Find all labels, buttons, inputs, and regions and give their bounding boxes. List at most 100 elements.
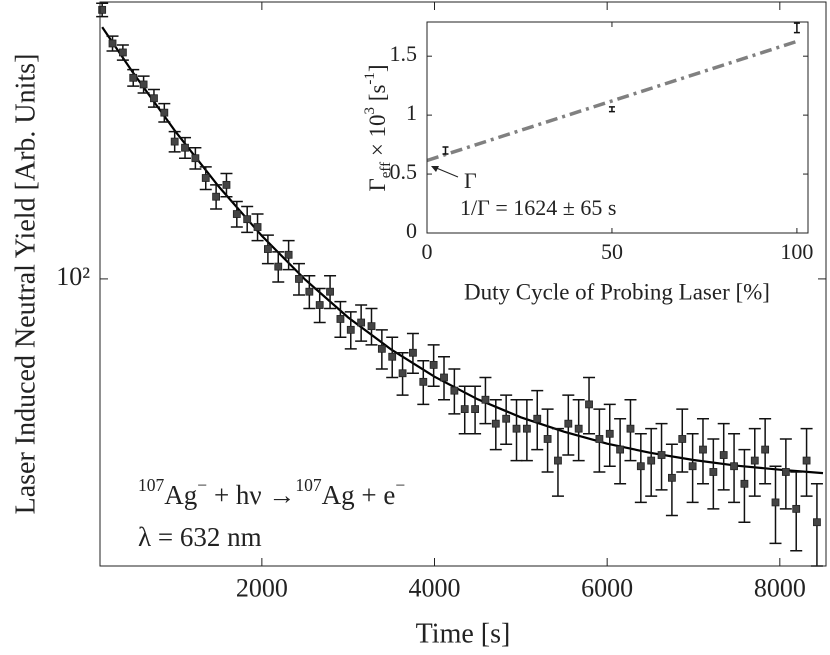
marker (750, 456, 759, 465)
x-tick-label: 6000 (581, 574, 633, 603)
rich-label: 107Ag− + hν →107Ag + e− (138, 475, 405, 510)
marker (471, 405, 479, 413)
axes-frame (426, 21, 809, 234)
y-tick-label: 0 (406, 218, 417, 243)
axes-frame (99, 1, 827, 567)
label-part: Γ (365, 178, 390, 191)
marker (409, 348, 417, 357)
marker (450, 386, 459, 395)
marker (636, 462, 645, 471)
marker (792, 504, 801, 513)
marker (709, 468, 718, 476)
marker (253, 223, 262, 231)
marker (502, 414, 511, 423)
label-part: Ag + e (322, 480, 396, 510)
marker (264, 245, 272, 253)
x-axis-label: Time [s] (416, 618, 511, 649)
error-bar (793, 22, 800, 34)
marker (813, 518, 821, 527)
label-part: Ag (164, 480, 197, 510)
marker (668, 473, 676, 482)
y-tick-label: 1.5 (390, 41, 418, 66)
marker (170, 137, 179, 146)
error-bar (608, 106, 615, 113)
marker (574, 424, 583, 433)
marker (585, 400, 593, 409)
marker (284, 250, 293, 259)
marker (740, 479, 749, 488)
marker (688, 462, 697, 471)
marker (491, 419, 500, 428)
fit-line (426, 39, 798, 163)
label-part: 3 (362, 107, 378, 114)
arrow (433, 166, 459, 178)
marker (730, 462, 738, 471)
marker (398, 369, 407, 378)
marker (678, 435, 687, 443)
marker (160, 108, 169, 117)
annotation: λ = 632 nm (138, 522, 262, 552)
marker (357, 318, 366, 327)
marker (512, 424, 521, 433)
marker (388, 352, 397, 361)
marker (191, 154, 200, 163)
marker (429, 360, 438, 369)
x-tick-label: 100 (780, 239, 813, 264)
marker (367, 322, 376, 331)
y-tick-label: 1 (406, 100, 417, 125)
marker (481, 395, 490, 404)
marker (647, 456, 656, 465)
label-part: ] (365, 64, 390, 72)
marker (118, 48, 127, 57)
label-part: [s (365, 85, 390, 107)
marker (440, 373, 448, 382)
arrow-head (431, 166, 439, 172)
marker (543, 435, 552, 443)
y-tick-label: 0.5 (390, 159, 418, 184)
marker (605, 429, 614, 438)
label-part: eff (378, 162, 394, 178)
label-part: × 10 (365, 114, 390, 161)
label-part: 107 (138, 475, 165, 495)
x-tick-label: 2000 (236, 574, 288, 603)
marker (616, 445, 625, 454)
marker (419, 377, 428, 386)
marker (346, 325, 355, 334)
marker (232, 210, 241, 218)
marker (212, 192, 221, 201)
x-axis-label: Duty Cycle of Probing Laser [%] (464, 279, 770, 304)
marker (657, 451, 666, 459)
label-part: − (395, 475, 405, 495)
annotation: Γ (464, 168, 477, 193)
marker (108, 39, 117, 48)
marker (771, 498, 780, 507)
marker (554, 456, 562, 465)
marker (295, 275, 303, 283)
label-part: 107 (295, 475, 322, 495)
marker (802, 456, 811, 465)
marker (761, 445, 770, 454)
error-bar (442, 146, 449, 155)
marker (150, 94, 158, 103)
marker (719, 451, 728, 459)
marker (201, 174, 210, 182)
label-part: − (197, 475, 207, 495)
marker (305, 287, 314, 296)
y-axis-label: Laser Induced Neutral Yield [Arb. Units] (10, 54, 41, 515)
marker (274, 262, 283, 271)
x-tick-label: 4000 (409, 574, 461, 603)
label-part: -1 (362, 72, 378, 84)
marker (564, 419, 573, 428)
marker (626, 424, 635, 433)
x-tick-label: 50 (601, 239, 623, 264)
marker (377, 344, 386, 353)
marker (460, 405, 469, 413)
marker (326, 287, 334, 296)
label-part: + hν → (207, 480, 295, 510)
marker (222, 180, 231, 189)
annotation: 1/Γ = 1624 ± 65 s (460, 195, 616, 220)
marker (181, 143, 189, 152)
marker (98, 5, 107, 14)
marker (139, 80, 148, 89)
